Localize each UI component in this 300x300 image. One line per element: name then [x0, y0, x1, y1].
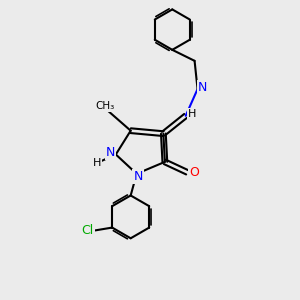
Text: H: H — [188, 109, 196, 119]
Text: Cl: Cl — [82, 224, 94, 237]
Text: N: N — [106, 146, 115, 159]
Text: CH₃: CH₃ — [95, 101, 114, 111]
Text: O: O — [189, 166, 199, 179]
Text: H: H — [93, 158, 102, 168]
Text: N: N — [198, 81, 208, 94]
Text: N: N — [134, 170, 143, 183]
